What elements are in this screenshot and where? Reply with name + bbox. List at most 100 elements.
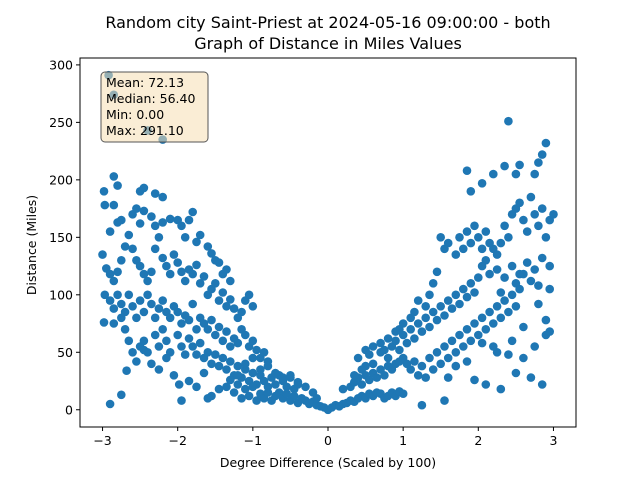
data-point [128, 244, 137, 254]
data-point [248, 336, 258, 346]
data-point [222, 382, 231, 392]
data-point [470, 375, 479, 385]
data-point [135, 219, 145, 228]
data-point [237, 394, 246, 403]
data-point [109, 319, 119, 328]
data-point [496, 384, 506, 394]
data-point [286, 371, 295, 380]
chart-title-line-1: Random city Saint-Priest at 2024-05-16 0… [105, 13, 550, 32]
data-point [162, 336, 171, 346]
data-point [511, 169, 521, 179]
data-point [207, 359, 216, 369]
data-point [417, 361, 427, 371]
data-point [485, 238, 494, 248]
data-point [195, 279, 205, 288]
data-point [211, 350, 220, 359]
data-point [177, 267, 186, 277]
data-point [534, 281, 543, 290]
data-point [278, 373, 288, 382]
data-point [180, 233, 190, 242]
data-point [180, 276, 190, 286]
data-point [545, 261, 554, 271]
data-point [462, 166, 472, 175]
stat-min: Min: 0.00 [106, 107, 164, 122]
data-point [365, 375, 374, 385]
y-tick-label: 250 [49, 115, 73, 130]
data-point [117, 255, 126, 265]
y-axis-ticks: 0 50 100 150 200 250 300 [49, 57, 80, 417]
data-point [211, 330, 220, 340]
data-point [150, 221, 160, 231]
data-point [158, 192, 167, 202]
data-point [207, 249, 216, 258]
data-point [113, 267, 122, 277]
data-point [477, 338, 487, 348]
data-point [440, 396, 449, 405]
data-point [402, 338, 412, 348]
data-point [241, 330, 250, 340]
data-point [541, 315, 551, 325]
data-point [507, 290, 517, 300]
x-tick-label: −1 [244, 433, 262, 448]
data-point [263, 361, 273, 371]
data-point [425, 322, 434, 332]
data-point [199, 368, 209, 378]
data-point [398, 389, 408, 399]
x-tick-label: 1 [399, 433, 407, 448]
data-point [504, 350, 513, 359]
data-point [443, 353, 453, 363]
data-point [391, 336, 400, 346]
data-point [226, 357, 235, 366]
data-point [522, 258, 532, 267]
data-point [526, 276, 536, 286]
data-point [214, 258, 224, 267]
data-point [462, 357, 472, 366]
data-point [500, 221, 509, 231]
data-point [139, 183, 149, 193]
data-point [440, 342, 449, 351]
data-point [451, 348, 461, 357]
data-point [233, 338, 243, 348]
data-point [455, 330, 464, 340]
data-point [139, 307, 149, 317]
data-point [203, 325, 213, 334]
data-point [477, 244, 487, 254]
data-point [173, 307, 182, 317]
y-tick-label: 0 [65, 402, 73, 417]
y-tick-label: 50 [57, 345, 73, 360]
data-point [541, 233, 551, 242]
data-point [462, 227, 472, 236]
data-point [526, 373, 536, 382]
data-point [372, 373, 382, 382]
data-point [98, 250, 107, 259]
data-point [395, 345, 404, 355]
data-point [165, 269, 175, 279]
data-point [237, 307, 246, 317]
data-point [466, 279, 476, 288]
data-point [229, 304, 239, 313]
data-point [481, 380, 491, 389]
data-point [350, 371, 359, 380]
data-point [477, 313, 487, 323]
data-point [222, 365, 231, 374]
data-point [428, 279, 438, 288]
data-point [406, 365, 416, 374]
data-point [376, 338, 385, 348]
data-point [410, 334, 419, 343]
data-point [184, 215, 194, 225]
data-point [428, 307, 438, 317]
data-point [203, 242, 213, 251]
data-point [413, 371, 423, 380]
data-point [109, 200, 119, 210]
data-point [188, 269, 197, 279]
data-point [105, 296, 115, 305]
data-point [466, 187, 476, 196]
data-point [443, 373, 453, 382]
data-point [248, 368, 258, 378]
data-point [470, 319, 479, 328]
data-point [105, 227, 115, 236]
data-point [282, 382, 292, 392]
data-point [226, 276, 235, 286]
data-point [248, 302, 258, 311]
